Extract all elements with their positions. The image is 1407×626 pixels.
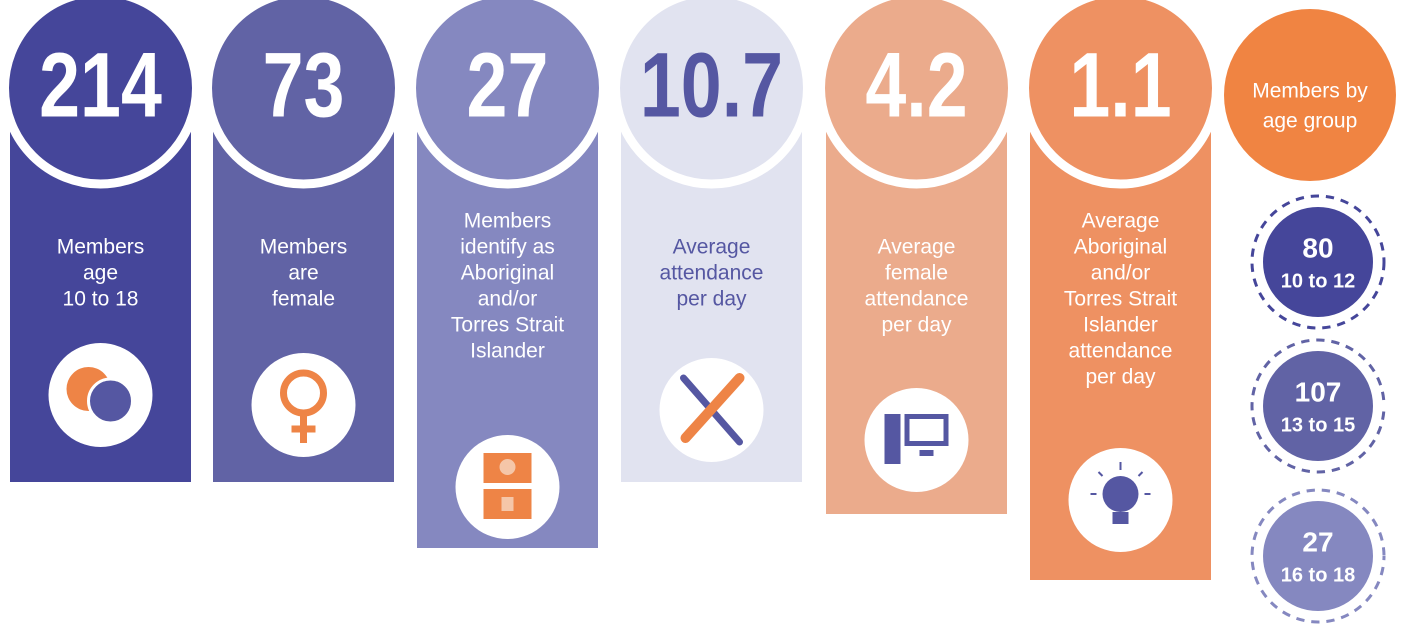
number-circle — [611, 0, 812, 189]
age-label: 13 to 15 — [1281, 414, 1355, 436]
icon-shape — [680, 373, 745, 443]
age-value: 80 — [1302, 232, 1333, 263]
age-circle — [1263, 351, 1373, 461]
stat-label: Aboriginal — [1074, 236, 1167, 259]
age-dash-ring — [1250, 338, 1386, 474]
stat-label: 10 to 18 — [63, 288, 139, 311]
stat-label: per day — [1085, 366, 1156, 389]
number-circle — [203, 0, 404, 189]
age-title: age group — [1263, 110, 1358, 133]
number-circle — [0, 0, 201, 189]
stat-label: Torres Strait — [451, 314, 564, 337]
age-label: 10 to 12 — [1281, 270, 1355, 292]
icon — [884, 414, 949, 464]
icon-shape — [87, 377, 134, 425]
icon — [1090, 462, 1151, 524]
stat-label: Torres Strait — [1064, 288, 1177, 311]
icon-shape — [1090, 462, 1151, 495]
stat-label: identify as — [460, 236, 555, 259]
age-label: 16 to 18 — [1281, 564, 1355, 586]
age-title: Members by — [1252, 80, 1368, 103]
stat-label: and/or — [1091, 262, 1151, 285]
icon-shape — [499, 459, 516, 475]
number-circle — [407, 0, 608, 189]
stat-number: 10.7 — [640, 33, 783, 136]
icon-shape — [1112, 512, 1129, 524]
stat-label: Islander — [470, 340, 545, 363]
stat-label: Members — [260, 236, 348, 259]
age-dash-ring — [1250, 194, 1386, 330]
stat-label: Members — [57, 236, 145, 259]
stat-label: Aboriginal — [461, 262, 554, 285]
icon — [280, 369, 327, 443]
icon — [680, 373, 745, 446]
stat-label: female — [272, 288, 335, 311]
stat-number: 1.1 — [1069, 33, 1171, 136]
age-value: 27 — [1302, 526, 1333, 557]
stat-label: Islander — [1083, 314, 1158, 337]
stat-label: age — [83, 262, 118, 285]
stat-number: 214 — [39, 33, 162, 136]
icon-shape — [501, 497, 514, 511]
stat-label: Average — [673, 236, 751, 259]
number-circle — [1020, 0, 1221, 189]
stat-label: Members — [464, 210, 552, 233]
icon-shape — [884, 414, 901, 464]
age-circle — [1263, 207, 1373, 317]
icon-circle — [251, 353, 356, 457]
stat-label: attendance — [660, 262, 764, 285]
age-value: 107 — [1295, 376, 1342, 407]
icon — [483, 453, 532, 519]
stat-label: Average — [878, 236, 956, 259]
icon-shape — [291, 413, 316, 443]
age-circle — [1263, 501, 1373, 611]
stat-number: 73 — [263, 33, 345, 136]
icon-shape — [1102, 476, 1139, 512]
stat-number: 4.2 — [865, 33, 967, 136]
number-circle — [816, 0, 1017, 189]
stat-label: per day — [676, 288, 747, 311]
stat-label: attendance — [1069, 340, 1173, 363]
stat-label: Average — [1082, 210, 1160, 233]
stat-label: per day — [881, 314, 952, 337]
stat-label: attendance — [865, 288, 969, 311]
stat-label: are — [288, 262, 318, 285]
stat-label: and/or — [478, 288, 538, 311]
age-dash-ring — [1250, 488, 1386, 624]
age-title-circle — [1224, 9, 1396, 181]
icon-shape — [919, 450, 934, 456]
stat-number: 27 — [467, 33, 549, 136]
icon-shape — [909, 419, 944, 441]
stat-label: female — [885, 262, 948, 285]
icon-circle — [455, 435, 560, 539]
icon — [66, 367, 134, 425]
